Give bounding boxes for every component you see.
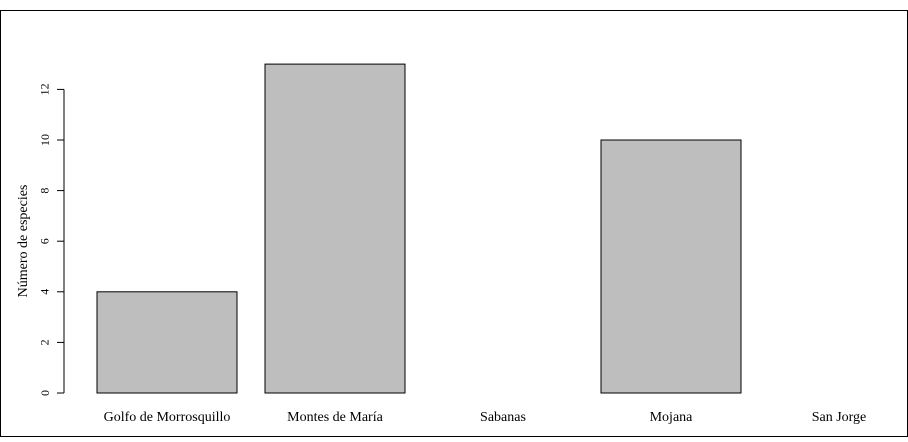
- y-tick-label: 6: [38, 238, 52, 244]
- y-tick-label: 12: [38, 83, 52, 95]
- x-tick-label: San Jorge: [812, 410, 867, 425]
- y-tick-label: 4: [38, 289, 52, 295]
- x-tick-label: Mojana: [650, 410, 694, 425]
- y-tick-label: 0: [38, 390, 52, 396]
- y-axis: 0 2 4 6 8 10 12: [38, 83, 64, 396]
- x-axis-labels: Golfo de Morrosquillo Montes de María Saba…: [104, 410, 867, 425]
- y-tick-label: 8: [38, 188, 52, 194]
- y-axis-label: Número de especies: [16, 185, 31, 298]
- bar: [600, 139, 742, 394]
- y-tick-label: 10: [38, 134, 52, 146]
- x-tick-label: Golfo de Morrosquillo: [104, 410, 231, 425]
- bars: [96, 63, 742, 394]
- x-tick-label: Montes de María: [287, 410, 383, 425]
- bar: [264, 63, 406, 394]
- y-tick-label: 2: [38, 339, 52, 345]
- x-tick-label: Sabanas: [480, 410, 526, 425]
- bar: [96, 291, 238, 394]
